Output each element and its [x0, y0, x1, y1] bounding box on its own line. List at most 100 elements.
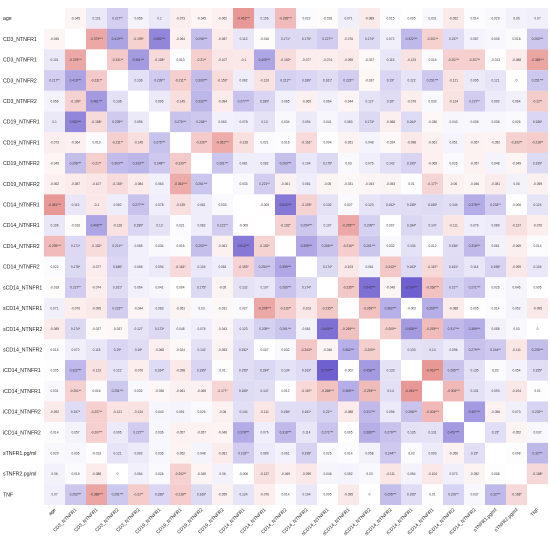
heatmap-cell	[527, 484, 548, 505]
heatmap-cell	[338, 256, 359, 278]
cell-value-label: -0.192*	[280, 224, 291, 228]
heatmap-cell	[338, 339, 359, 361]
heatmap-cell	[191, 215, 212, 236]
heatmap-cell	[317, 8, 338, 29]
heatmap-cell	[170, 8, 191, 29]
heatmap-cell	[149, 422, 170, 443]
cell-value-label: -0.002	[407, 306, 416, 310]
heatmap-cell	[149, 152, 170, 174]
cell-value-label: 0.063	[219, 120, 227, 124]
heatmap-cell	[128, 8, 149, 29]
cell-value-label: -0.053	[386, 182, 395, 186]
cell-value-label: 0.014	[51, 431, 59, 435]
cell-value-label: -0.036	[428, 120, 437, 124]
heatmap-cell	[212, 401, 233, 423]
cell-value-label: 0.333***	[196, 99, 208, 103]
cell-value-label: -0.226**	[196, 141, 208, 145]
heatmap-cell	[527, 152, 548, 174]
heatmap-cell	[359, 70, 380, 91]
cell-value-label: -0.235**	[343, 286, 355, 290]
cell-value-label: 0.32***	[533, 451, 544, 455]
heatmap-cell	[443, 90, 464, 112]
cell-value-label: 0.155*	[533, 368, 543, 372]
row-label: sTNFR1.pg/ml	[3, 451, 36, 457]
heatmap-cell	[233, 318, 254, 340]
heatmap-cell	[401, 173, 422, 195]
cell-value-label: 0.057	[471, 37, 479, 41]
heatmap-cell	[86, 256, 107, 278]
heatmap-cell	[275, 442, 296, 464]
cell-value-label: 0.134	[408, 244, 416, 248]
heatmap-cell	[107, 215, 128, 236]
heatmap-cell	[422, 111, 443, 133]
cell-value-label: 0.21**	[323, 410, 332, 414]
cell-value-label: -0.103	[302, 306, 311, 310]
heatmap-cell	[44, 90, 65, 112]
cell-value-label: 0.378***	[238, 431, 250, 435]
heatmap-cell	[170, 297, 191, 319]
cell-value-label: 0.164*	[407, 120, 417, 124]
heatmap-cell	[485, 49, 506, 71]
cell-value-label: 0.724***	[322, 368, 334, 372]
cell-value-label: -0.207**	[91, 410, 103, 414]
cell-value-label: -0.074	[92, 286, 101, 290]
heatmap-cell	[359, 463, 380, 485]
cell-value-label: 0.251***	[112, 493, 124, 497]
heatmap-cell	[380, 380, 401, 402]
heatmap-cell	[254, 132, 275, 153]
heatmap-cell	[86, 49, 107, 71]
heatmap-cell	[233, 215, 254, 236]
heatmap-cell	[443, 297, 464, 319]
heatmap-cell	[506, 463, 527, 485]
cell-value-label: 0.275***	[175, 120, 187, 124]
cell-value-label: -0.065	[302, 99, 311, 103]
cell-value-label: 0.198*	[302, 451, 312, 455]
heatmap-cell	[380, 318, 401, 340]
heatmap-cell	[107, 360, 128, 381]
heatmap-cell	[254, 380, 275, 402]
heatmap-cell	[191, 422, 212, 443]
cell-value-label: 0.005	[408, 16, 416, 20]
heatmap-cell	[170, 215, 191, 236]
cell-value-label: 0.612***	[280, 203, 292, 207]
heatmap-cell	[275, 277, 296, 298]
cell-value-label: -0.388***	[90, 493, 104, 497]
heatmap-cell	[338, 49, 359, 71]
cell-value-label: -0.095	[344, 493, 353, 497]
heatmap-cell	[401, 360, 422, 381]
heatmap-cell	[254, 173, 275, 195]
heatmap-cell	[44, 152, 65, 174]
heatmap-cell	[107, 70, 128, 91]
heatmap-cell	[107, 173, 128, 195]
cell-value-label: -0.177*	[217, 389, 228, 393]
heatmap-cell	[506, 152, 527, 174]
cell-value-label: -0.111	[512, 348, 521, 352]
heatmap-cell	[401, 463, 422, 485]
cell-value-label: 0.031	[429, 16, 437, 20]
cell-value-label: 0.082	[114, 203, 122, 207]
row-label: sCD14_NTNFR1	[3, 285, 42, 291]
heatmap-cell	[149, 463, 170, 485]
heatmap-cell	[506, 277, 527, 298]
cell-value-label: -0.051	[176, 306, 185, 310]
heatmap-cell	[254, 235, 275, 257]
heatmap-cell	[149, 484, 170, 505]
cell-value-label: -0.084	[218, 99, 227, 103]
cell-value-label: -0.061	[218, 244, 227, 248]
heatmap-cell	[233, 173, 254, 195]
heatmap-cell	[233, 49, 254, 71]
heatmap-cell	[128, 194, 149, 216]
heatmap-cell	[338, 152, 359, 174]
heatmap-cell	[254, 277, 275, 298]
cell-value-label: 0.03	[198, 306, 204, 310]
cell-value-label: 0.094	[303, 120, 311, 124]
heatmap-cell	[359, 277, 380, 298]
cell-value-label: -0.235**	[322, 306, 334, 310]
column-label: age	[48, 508, 57, 517]
cell-value-label: 0.122	[114, 368, 122, 372]
cell-value-label: 0.026	[198, 410, 206, 414]
heatmap-cell	[128, 235, 149, 257]
cell-value-label: 0.169*	[197, 493, 207, 497]
cell-value-label: 0.07	[534, 16, 540, 20]
cell-value-label: -0.057	[176, 431, 185, 435]
